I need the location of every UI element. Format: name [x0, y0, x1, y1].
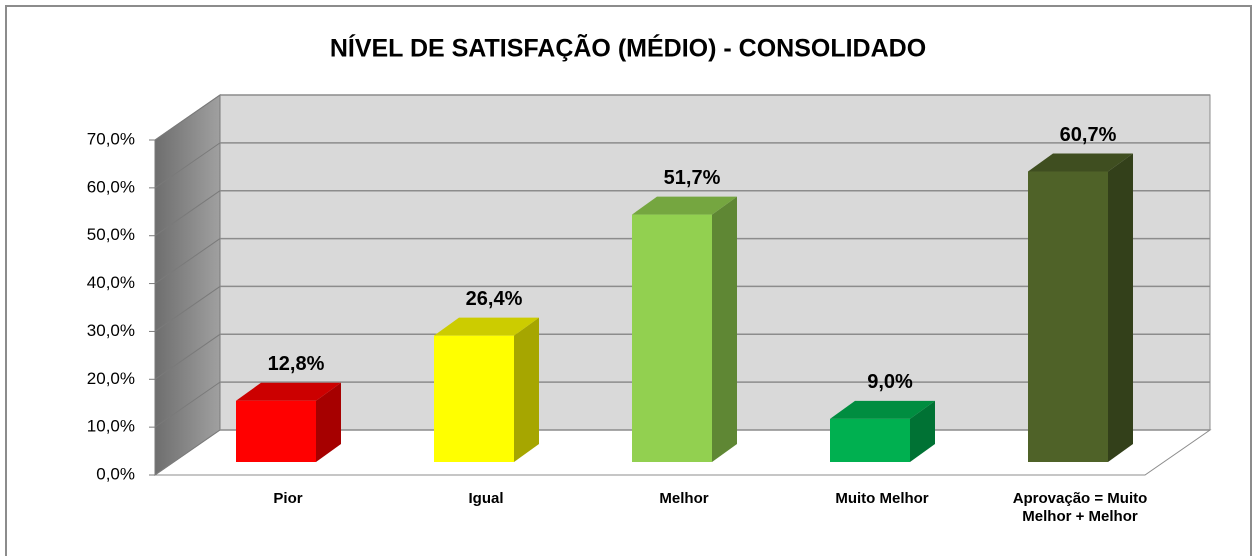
value-label: 9,0% [867, 371, 913, 393]
y-tick-label: 70,0% [87, 129, 135, 148]
grid-line-side [154, 429, 221, 476]
value-label: 12,8% [268, 353, 325, 375]
bar-top [632, 196, 737, 215]
grid-line-side [154, 142, 221, 189]
grid-line-side [154, 381, 221, 428]
bar-top [1028, 153, 1133, 172]
y-tick-label: 10,0% [87, 417, 135, 436]
bar-side [712, 196, 737, 463]
value-label: 26,4% [466, 288, 523, 310]
x-tick-label: Pior [273, 490, 303, 507]
x-tick-label: Melhor [659, 490, 709, 507]
bar-side [514, 317, 539, 462]
bar [236, 400, 316, 462]
value-label: 51,7% [664, 167, 721, 189]
grid-line-side [154, 286, 221, 332]
bar-top [830, 400, 935, 419]
y-tick-label: 60,0% [87, 177, 135, 196]
grid-line-side [154, 238, 221, 284]
y-tick-label: 50,0% [87, 225, 135, 244]
y-tick-label: 40,0% [87, 273, 135, 292]
grid-line-side [154, 94, 221, 141]
value-label: 60,7% [1060, 124, 1117, 146]
grid-line-side [154, 333, 221, 380]
bar [434, 335, 514, 462]
x-tick-label: Aprovação = Muito Melhor + Melhor [1012, 490, 1148, 525]
y-tick-label: 30,0% [87, 321, 135, 340]
bar-top [434, 317, 539, 336]
x-tick-label: Muito Melhor [835, 490, 929, 507]
bar-side [316, 382, 341, 462]
bar-side [1108, 153, 1133, 462]
bar-top [236, 382, 341, 401]
bar-side [910, 400, 935, 462]
y-tick-label: 0,0% [96, 464, 135, 483]
x-tick-label: Igual [468, 490, 504, 507]
side-wall [154, 94, 221, 476]
bar [1028, 171, 1108, 462]
chart-title: NÍVEL DE SATISFAÇÃO (MÉDIO) - CONSOLIDAD… [330, 33, 926, 63]
bar [632, 214, 712, 462]
y-tick-label: 20,0% [87, 369, 135, 388]
bar [830, 418, 910, 462]
grid-line-side [154, 190, 221, 237]
